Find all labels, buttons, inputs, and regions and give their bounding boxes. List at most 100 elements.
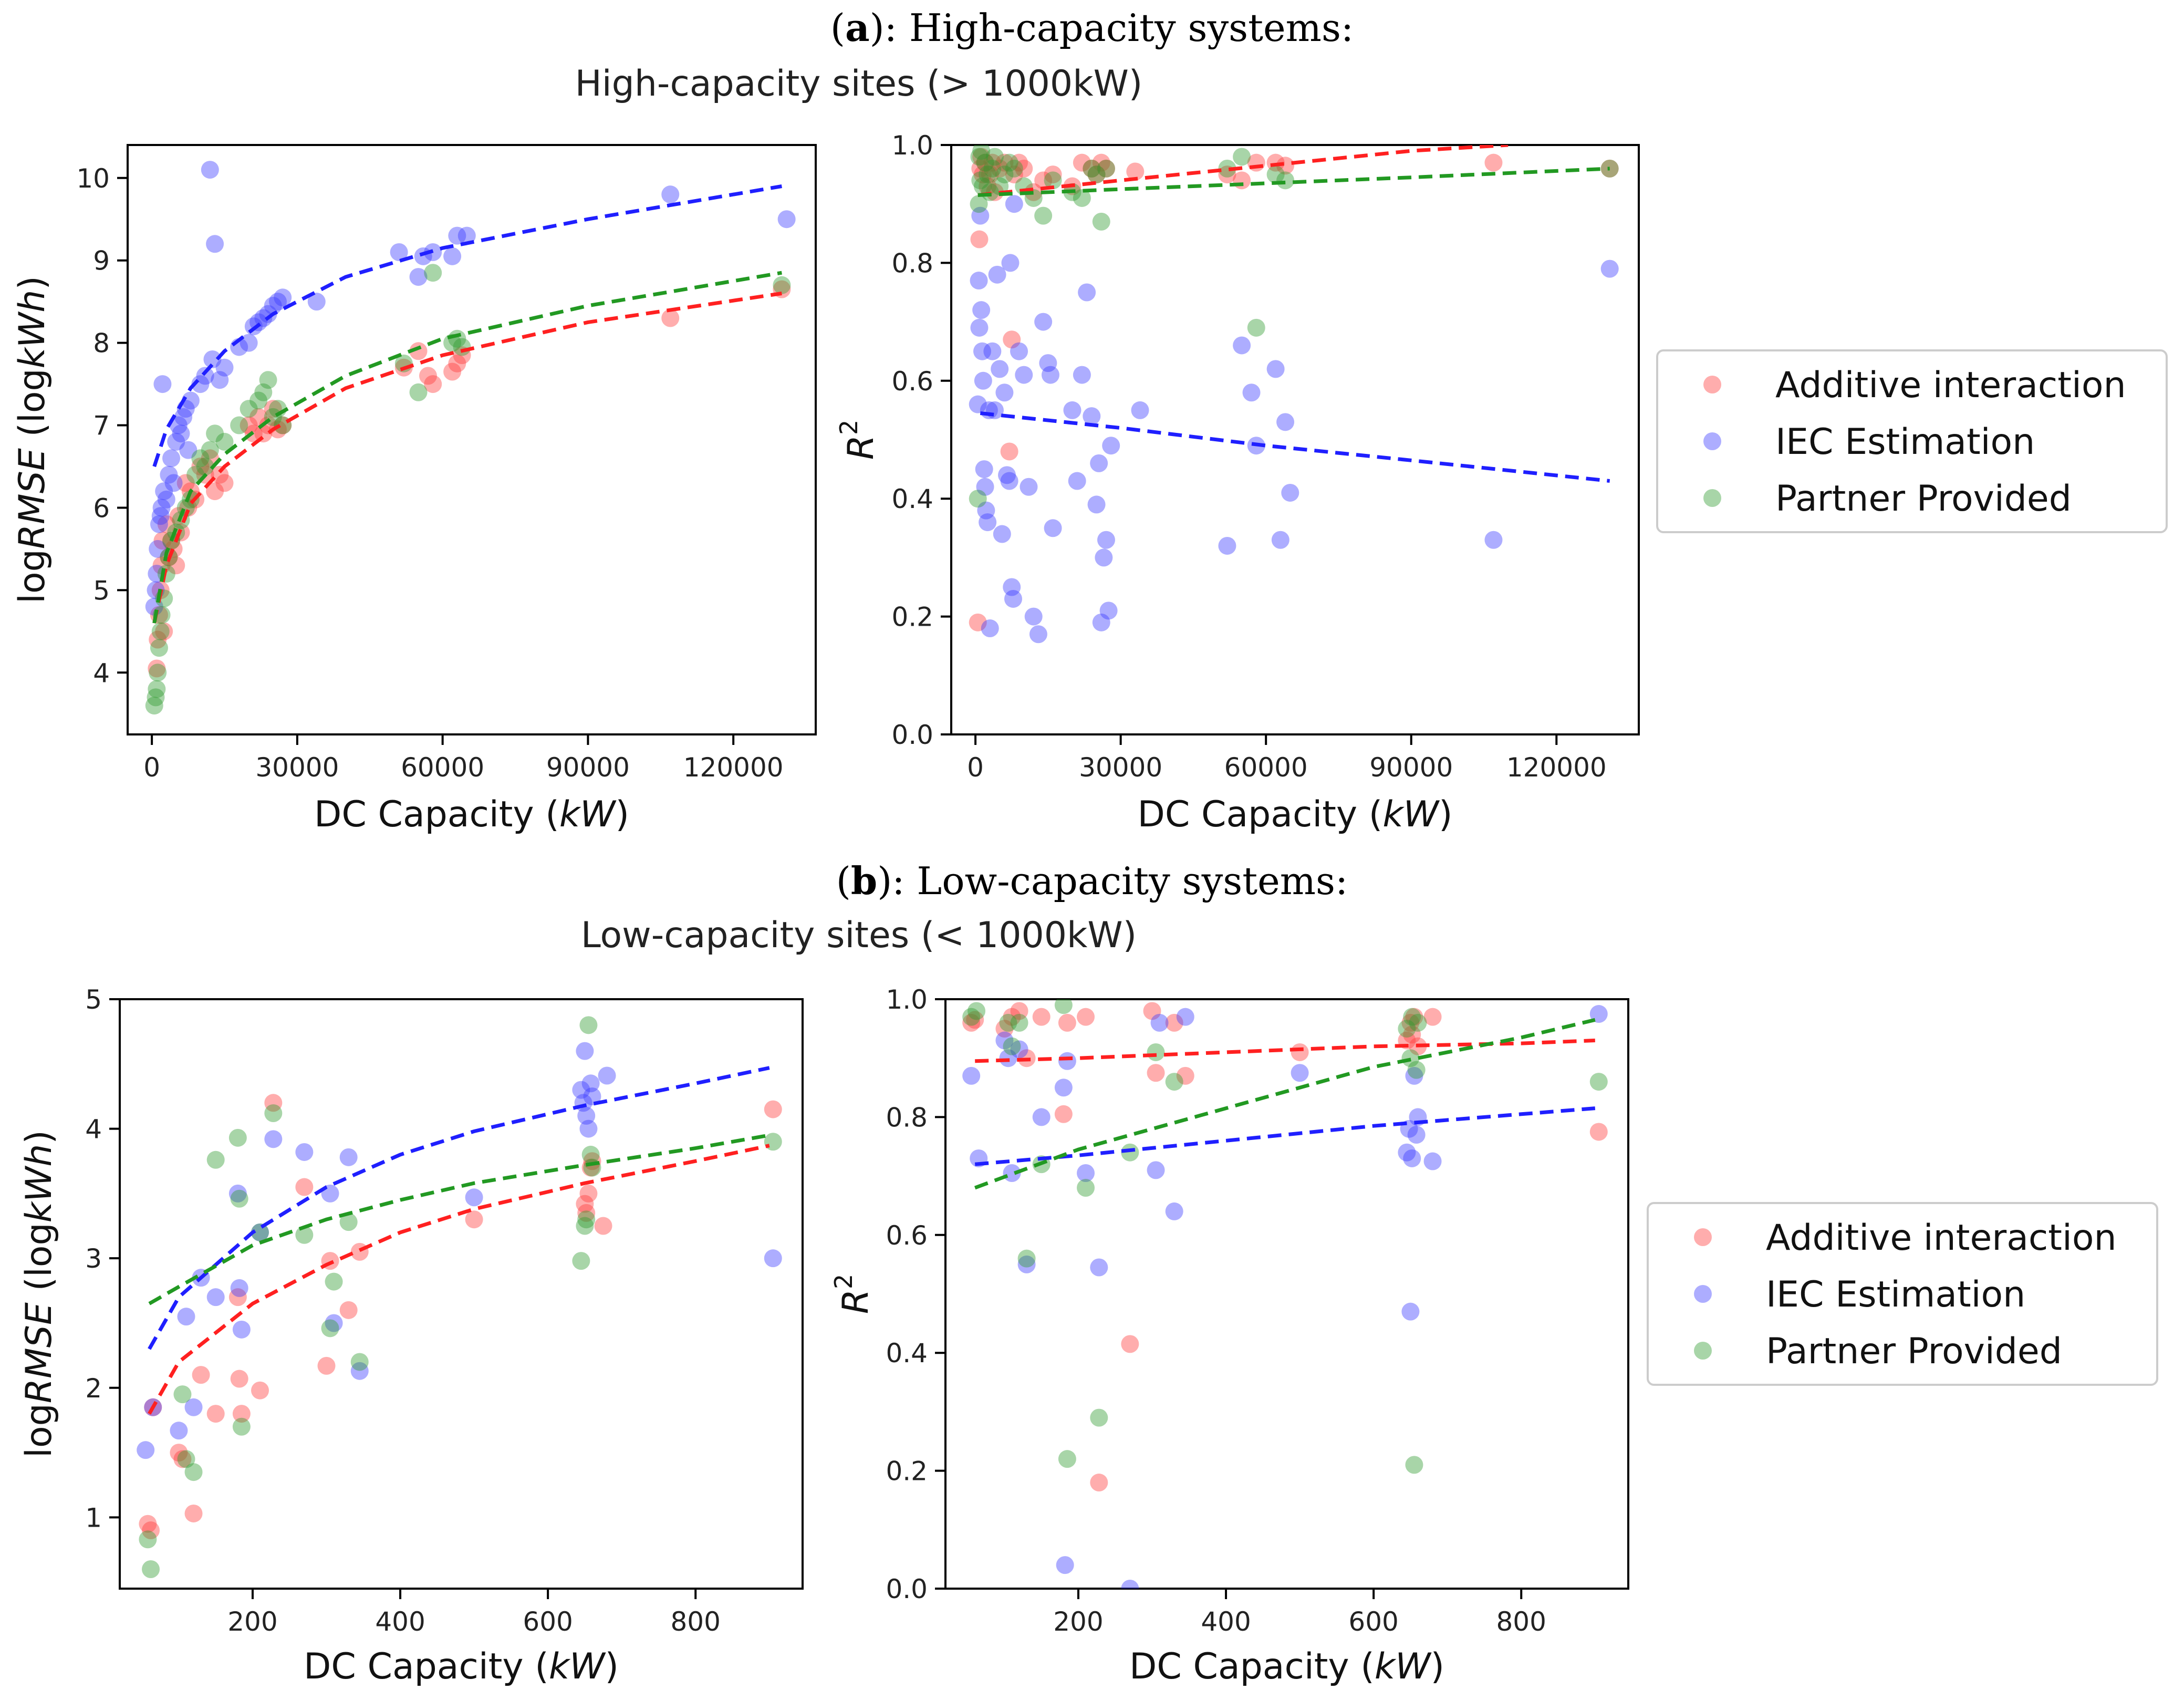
data-point [777, 210, 796, 229]
y-tick-label: 0.8 [891, 248, 933, 278]
data-point [976, 478, 994, 496]
data-point [1024, 607, 1043, 626]
data-point [170, 1444, 188, 1462]
data-point [991, 360, 1009, 378]
data-point [995, 153, 1014, 172]
data-point [972, 301, 991, 319]
data-point [184, 1504, 203, 1522]
trend-line-partner-provided [148, 1133, 770, 1305]
x-tick-label: 120000 [1506, 752, 1607, 783]
data-point [1056, 1556, 1074, 1574]
data-point [995, 383, 1014, 402]
data-point [201, 161, 219, 179]
data-point [150, 639, 168, 657]
data-point [966, 1011, 984, 1029]
data-point [1034, 171, 1053, 190]
data-point [985, 148, 1004, 166]
series-iec-estimation [145, 161, 796, 616]
data-point [184, 1463, 203, 1481]
data-point [1087, 165, 1106, 184]
legend-label: IEC Estimation [1775, 421, 2035, 463]
data-point [979, 513, 997, 532]
data-point [196, 367, 214, 385]
data-point [139, 1530, 157, 1549]
data-point [1423, 1008, 1442, 1026]
data-point [181, 391, 200, 410]
caption-b: (b): Low-capacity systems: [836, 858, 1348, 903]
data-point [1058, 1450, 1076, 1468]
y-tick-label: 1 [85, 1502, 102, 1533]
data-point [1058, 1013, 1076, 1032]
data-point [465, 1210, 483, 1229]
data-point [1403, 1008, 1421, 1026]
data-point [975, 460, 993, 479]
data-point [1005, 165, 1023, 184]
data-point [153, 375, 172, 393]
data-point [230, 1189, 248, 1208]
y-tick-label: 0.4 [891, 484, 933, 514]
data-point [164, 474, 183, 492]
data-point [1017, 1255, 1036, 1273]
plot-area [962, 999, 1608, 1589]
data-point [1004, 589, 1022, 608]
series-additive-interaction [962, 1002, 1608, 1492]
data-point [390, 243, 408, 261]
data-point [1044, 519, 1062, 537]
data-point [979, 177, 997, 195]
data-point [1092, 153, 1110, 172]
data-point [419, 367, 437, 385]
x-tick-label: 90000 [546, 752, 630, 783]
y-axis-label: logRMSE (logkWh) [18, 1130, 60, 1458]
data-point [232, 1405, 251, 1423]
data-point [167, 556, 185, 575]
data-point [970, 318, 989, 337]
data-point [409, 342, 428, 360]
legend-marker [1703, 432, 1721, 450]
data-point [228, 1184, 247, 1203]
plot-b-right: 200 400 600 800 0.0 0.2 0.4 0.6 0.8 1.0 DC Capacit… [829, 984, 1629, 1687]
data-point [181, 490, 200, 509]
data-point [1291, 1064, 1309, 1082]
data-point [969, 613, 987, 631]
data-point [1077, 1008, 1095, 1026]
data-point [457, 226, 476, 245]
data-point [206, 1288, 225, 1307]
data-point [985, 183, 1004, 201]
data-point [1589, 1123, 1608, 1141]
data-point [970, 272, 988, 290]
data-point [1073, 153, 1091, 172]
data-point [1054, 1079, 1073, 1097]
x-tick-label: 60000 [1224, 752, 1308, 783]
data-point [1271, 531, 1289, 549]
data-point [155, 622, 173, 640]
legend-marker [1694, 1228, 1712, 1246]
trend-line-partner-provided [977, 167, 1610, 197]
data-point [152, 499, 171, 517]
data-point [1083, 159, 1101, 178]
data-point [215, 358, 234, 377]
data-point [1044, 165, 1062, 184]
caption-a-label: a [845, 5, 870, 50]
data-point [153, 532, 172, 550]
data-point [1242, 383, 1261, 402]
data-point [167, 432, 185, 451]
data-point [973, 177, 992, 195]
y-axis-label: R2 [835, 420, 882, 460]
x-tick-label: 400 [375, 1606, 425, 1637]
data-point [259, 305, 277, 323]
data-point [1405, 1008, 1423, 1026]
data-point [206, 1150, 225, 1169]
data-point [1090, 1258, 1108, 1277]
data-point [1068, 472, 1086, 490]
data-point [1165, 1013, 1183, 1032]
data-point [1010, 342, 1028, 360]
x-tick-label: 800 [1496, 1606, 1546, 1637]
data-point [259, 371, 277, 389]
data-point [999, 1013, 1017, 1032]
data-point [184, 1398, 203, 1416]
series-iec-estimation [137, 1042, 782, 1459]
data-point [1126, 162, 1145, 181]
data-point [264, 1094, 283, 1112]
data-point [962, 1013, 981, 1032]
trend-line-partner-provided [974, 1018, 1596, 1190]
